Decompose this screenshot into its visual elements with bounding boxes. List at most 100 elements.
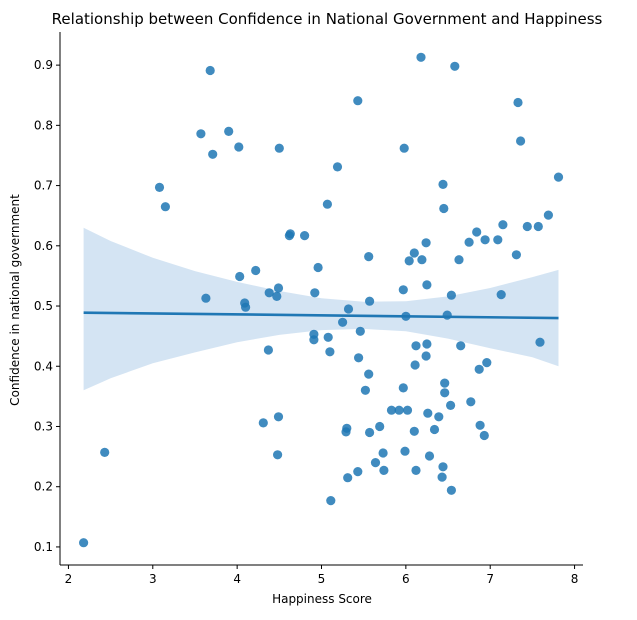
- scatter-point: [272, 291, 282, 301]
- scatter-point: [343, 473, 353, 483]
- scatter-point: [300, 231, 310, 241]
- scatter-point: [332, 162, 343, 172]
- scatter-point: [438, 462, 448, 472]
- scatter-point: [424, 451, 435, 461]
- x-tick-label: 6: [402, 572, 410, 586]
- scatter-point: [411, 465, 421, 475]
- scatter-point: [338, 317, 348, 327]
- chart-title: Relationship between Confidence in Natio…: [52, 10, 603, 28]
- scatter-point: [474, 364, 484, 374]
- scatter-point: [472, 227, 482, 237]
- scatter-point: [466, 397, 476, 407]
- scatter-point: [513, 97, 523, 108]
- scatter-point: [475, 420, 485, 430]
- scatter-point: [409, 248, 419, 258]
- y-tick-label: 0.7: [34, 179, 53, 193]
- scatter-point: [480, 235, 490, 245]
- scatter-point: [273, 283, 284, 293]
- scatter-point: [535, 337, 545, 347]
- regression-line-layer: [83, 311, 559, 320]
- scatter-point: [322, 199, 332, 209]
- scatter-point: [208, 149, 218, 159]
- x-tick-label: 7: [486, 572, 494, 586]
- scatter-point: [442, 310, 452, 320]
- y-tick-label: 0.3: [34, 419, 53, 433]
- scatter-point: [360, 385, 370, 395]
- scatter-point: [353, 467, 363, 477]
- scatter-point: [205, 65, 215, 76]
- scatter-point: [421, 238, 431, 248]
- scatter-point: [325, 347, 335, 357]
- scatter-point: [398, 285, 408, 295]
- y-tick-label: 0.8: [34, 118, 53, 132]
- scatter-point: [375, 421, 385, 432]
- scatter-point: [417, 255, 427, 265]
- scatter-point: [365, 296, 375, 306]
- scatter-point: [416, 52, 426, 62]
- scatter-point: [365, 427, 375, 438]
- y-tick-label: 0.6: [34, 239, 53, 253]
- scatter-point: [258, 418, 268, 428]
- scatter-point: [235, 271, 245, 282]
- scatter-point: [422, 280, 432, 290]
- scatter-point: [201, 293, 211, 303]
- scatter-point: [196, 129, 206, 139]
- x-tick-label: 8: [571, 572, 579, 586]
- scatter-point: [482, 358, 492, 368]
- x-tick-label: 5: [318, 572, 326, 586]
- scatter-point: [326, 496, 336, 506]
- scatter-point: [511, 250, 521, 260]
- scatter-point: [409, 426, 419, 436]
- scatter-point: [398, 383, 408, 393]
- scatter-point: [437, 472, 447, 482]
- scatter-point: [493, 235, 503, 245]
- scatter-point: [456, 341, 466, 351]
- scatter-point: [309, 335, 319, 345]
- scatter-point: [404, 256, 414, 266]
- scatter-point: [450, 61, 460, 71]
- scatter-point: [543, 210, 554, 220]
- scatter-point: [379, 465, 389, 475]
- scatter-point: [364, 252, 374, 262]
- scatter-point: [402, 405, 413, 415]
- scatter-point: [421, 351, 431, 361]
- scatter-point: [274, 143, 284, 153]
- regression-line: [83, 311, 559, 320]
- scatter-point: [516, 136, 526, 146]
- scatter-point: [264, 288, 274, 298]
- x-axis-label: Happiness Score: [272, 592, 372, 606]
- scatter-point: [100, 447, 110, 457]
- confidence-band: [83, 227, 559, 391]
- scatter-point: [498, 220, 508, 230]
- scatter-point: [429, 424, 440, 435]
- scatter-point: [410, 360, 420, 370]
- y-tick-label: 0.2: [34, 480, 53, 494]
- scatter-point: [353, 96, 363, 106]
- scatter-point: [446, 400, 456, 410]
- ticks-layer: 2 3 4 5 6 7 8 0.1 0.2 0.3 0.4 0.5 0.6 0.7 0.8 0.9: [34, 58, 578, 586]
- y-axis-label: Confidence in national government: [8, 194, 22, 406]
- y-tick-label: 0.9: [34, 58, 53, 72]
- scatter-point: [446, 290, 456, 300]
- scatter-point: [263, 345, 273, 355]
- scatter-point: [355, 326, 365, 336]
- points-layer: [79, 52, 564, 548]
- scatter-point: [434, 412, 444, 422]
- x-tick-label: 4: [233, 572, 241, 586]
- x-tick-label: 3: [149, 572, 157, 586]
- scatter-point: [440, 378, 450, 388]
- scatter-point: [423, 408, 433, 418]
- scatter-point: [224, 126, 234, 136]
- scatter-point: [479, 430, 489, 441]
- scatter-point: [496, 290, 506, 300]
- scatter-point: [354, 353, 364, 363]
- scatter-point: [285, 229, 295, 239]
- scatter-point: [364, 369, 374, 379]
- scatter-point: [370, 458, 381, 468]
- scatter-point: [394, 405, 404, 415]
- scatter-point: [464, 237, 474, 247]
- x-tick-label: 2: [65, 572, 73, 586]
- scatter-point: [439, 203, 449, 214]
